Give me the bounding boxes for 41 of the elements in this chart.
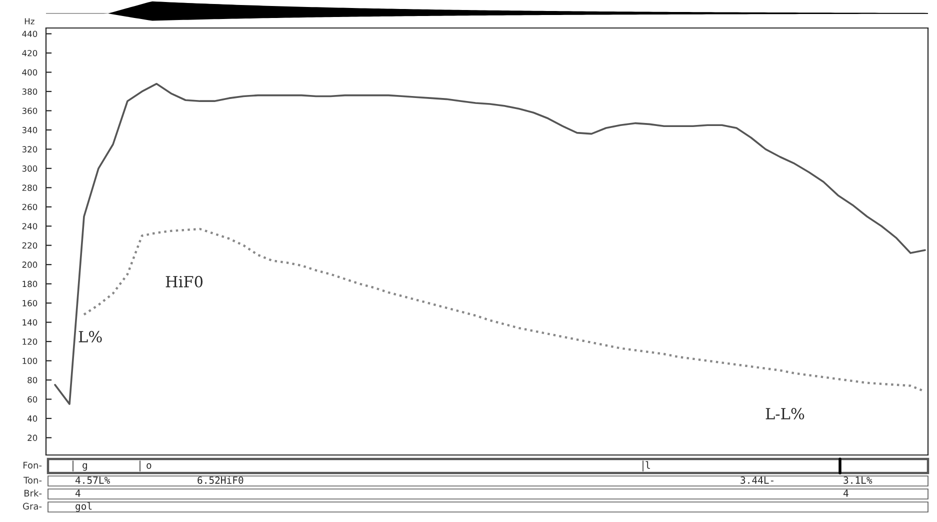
y-tick-label: 160 [22, 300, 38, 306]
y-tick-label: 240 [22, 223, 38, 230]
text: 3.1L% [844, 476, 872, 484]
line-series [54, 82, 926, 405]
text: Fon- [24, 462, 42, 469]
y-tick-label: 340 [22, 126, 38, 134]
text: g [82, 463, 87, 471]
text: Brk- [24, 490, 42, 496]
y-tick-label: 80 [28, 376, 38, 384]
y-tick-label: 420 [22, 50, 38, 56]
y-tick-label: 440 [22, 30, 38, 38]
annotation: L% [78, 330, 102, 342]
text: o [146, 463, 152, 469]
annotation: HiF0 [166, 276, 203, 288]
y-tick-label: 200 [22, 262, 38, 268]
y-tick-label: 260 [22, 204, 38, 210]
y-tick-label: 120 [22, 338, 38, 345]
text: 4 [843, 490, 848, 497]
y-tick-label: 20 [28, 434, 38, 441]
y-tick-label: 60 [28, 396, 38, 403]
y-tick-label: 320 [22, 146, 38, 152]
y-tick-label: 380 [22, 88, 38, 95]
text: 3.44L- [740, 476, 774, 484]
y-tick-label: 360 [22, 108, 38, 114]
text: 6.52HiF0 [198, 476, 244, 484]
text: Ton- [23, 476, 42, 484]
y-tick-label: 140 [22, 319, 38, 326]
y-tick-label: 220 [22, 242, 38, 249]
annotation: L-L% [766, 408, 804, 420]
y-tick-label: 400 [22, 69, 38, 76]
y-axis-title: Hz [24, 18, 34, 24]
text: l [646, 461, 650, 469]
y-tick-label: 180 [22, 280, 38, 288]
y-tick-label: 100 [22, 358, 38, 364]
text: 4 [75, 490, 80, 497]
y-tick-label: 280 [22, 184, 38, 191]
y-tick-label: 300 [22, 165, 38, 172]
text: 4.57L% [75, 476, 110, 484]
text: Gra- [23, 502, 42, 510]
text: gol [76, 502, 92, 512]
y-tick-label: 40 [27, 415, 38, 422]
